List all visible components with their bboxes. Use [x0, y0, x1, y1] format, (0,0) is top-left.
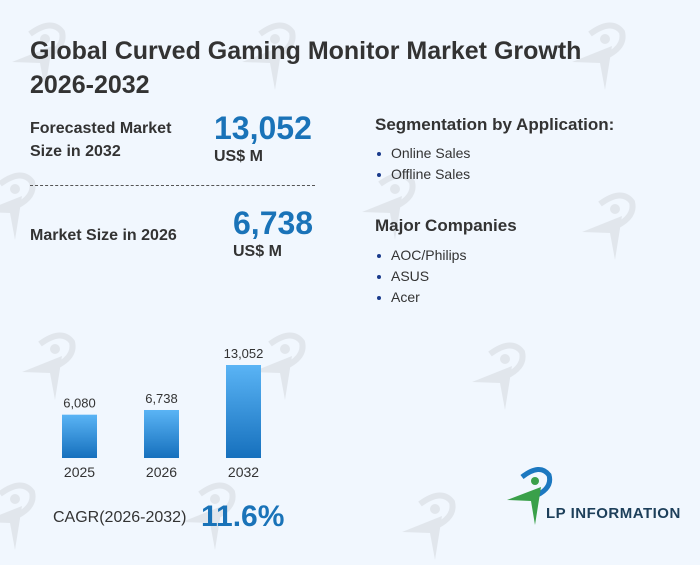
companies-heading: Major Companies [375, 216, 517, 235]
watermark-logo-icon [180, 480, 240, 555]
watermark-logo-icon [20, 330, 80, 405]
forecast-value: 13,052 [214, 110, 312, 146]
segmentation-heading: Segmentation by Application: [375, 115, 615, 134]
cagr-value: 11.6% [201, 500, 285, 533]
list-item: Offline Sales [375, 164, 470, 185]
forecast-label: Forecasted Market Size in 2032 [30, 120, 172, 160]
data-label: 6,080 [63, 396, 96, 411]
lp-logo-icon [507, 467, 553, 525]
logo-text: LP INFORMATION [546, 505, 681, 522]
forecast-unit: US$ M [214, 148, 263, 165]
watermark-logo-icon [570, 20, 630, 95]
bar-2025 [62, 414, 97, 458]
watermark-logo-icon [400, 490, 460, 565]
segmentation-list: Online Sales Offline Sales [375, 143, 470, 185]
current-value: 6,738 [233, 205, 314, 241]
current-label: Market Size in 2026 [30, 227, 177, 244]
bar-2032 [226, 365, 261, 458]
bar-2026 [144, 409, 179, 458]
current-unit: US$ M [233, 243, 282, 260]
list-item: AOC/Philips [375, 245, 466, 266]
page-title: Global Curved Gaming Monitor Market Grow… [30, 37, 582, 99]
list-item: Online Sales [375, 143, 470, 164]
list-item: Acer [375, 287, 466, 308]
x-tick-label: 2025 [64, 464, 95, 480]
watermark-logo-icon [250, 330, 310, 405]
watermark-logo-icon [0, 170, 40, 245]
list-item: ASUS [375, 266, 466, 287]
watermark-logo-icon [580, 190, 640, 265]
watermark-logo-icon [360, 170, 420, 245]
watermark-logo-icon [10, 20, 70, 95]
watermark-logo-icon [240, 20, 300, 95]
watermark-logo-icon [0, 480, 40, 555]
bar-chart: 6,080 2025 6,738 2026 13,052 2032 [62, 346, 264, 480]
data-label: 13,052 [224, 346, 264, 361]
x-tick-label: 2026 [146, 464, 177, 480]
cagr-label: CAGR(2026-2032) [53, 509, 187, 526]
divider [30, 185, 315, 186]
x-tick-label: 2032 [228, 464, 259, 480]
companies-list: AOC/Philips ASUS Acer [375, 245, 466, 308]
data-label: 6,738 [145, 391, 178, 406]
watermark-logo-icon [470, 340, 530, 415]
